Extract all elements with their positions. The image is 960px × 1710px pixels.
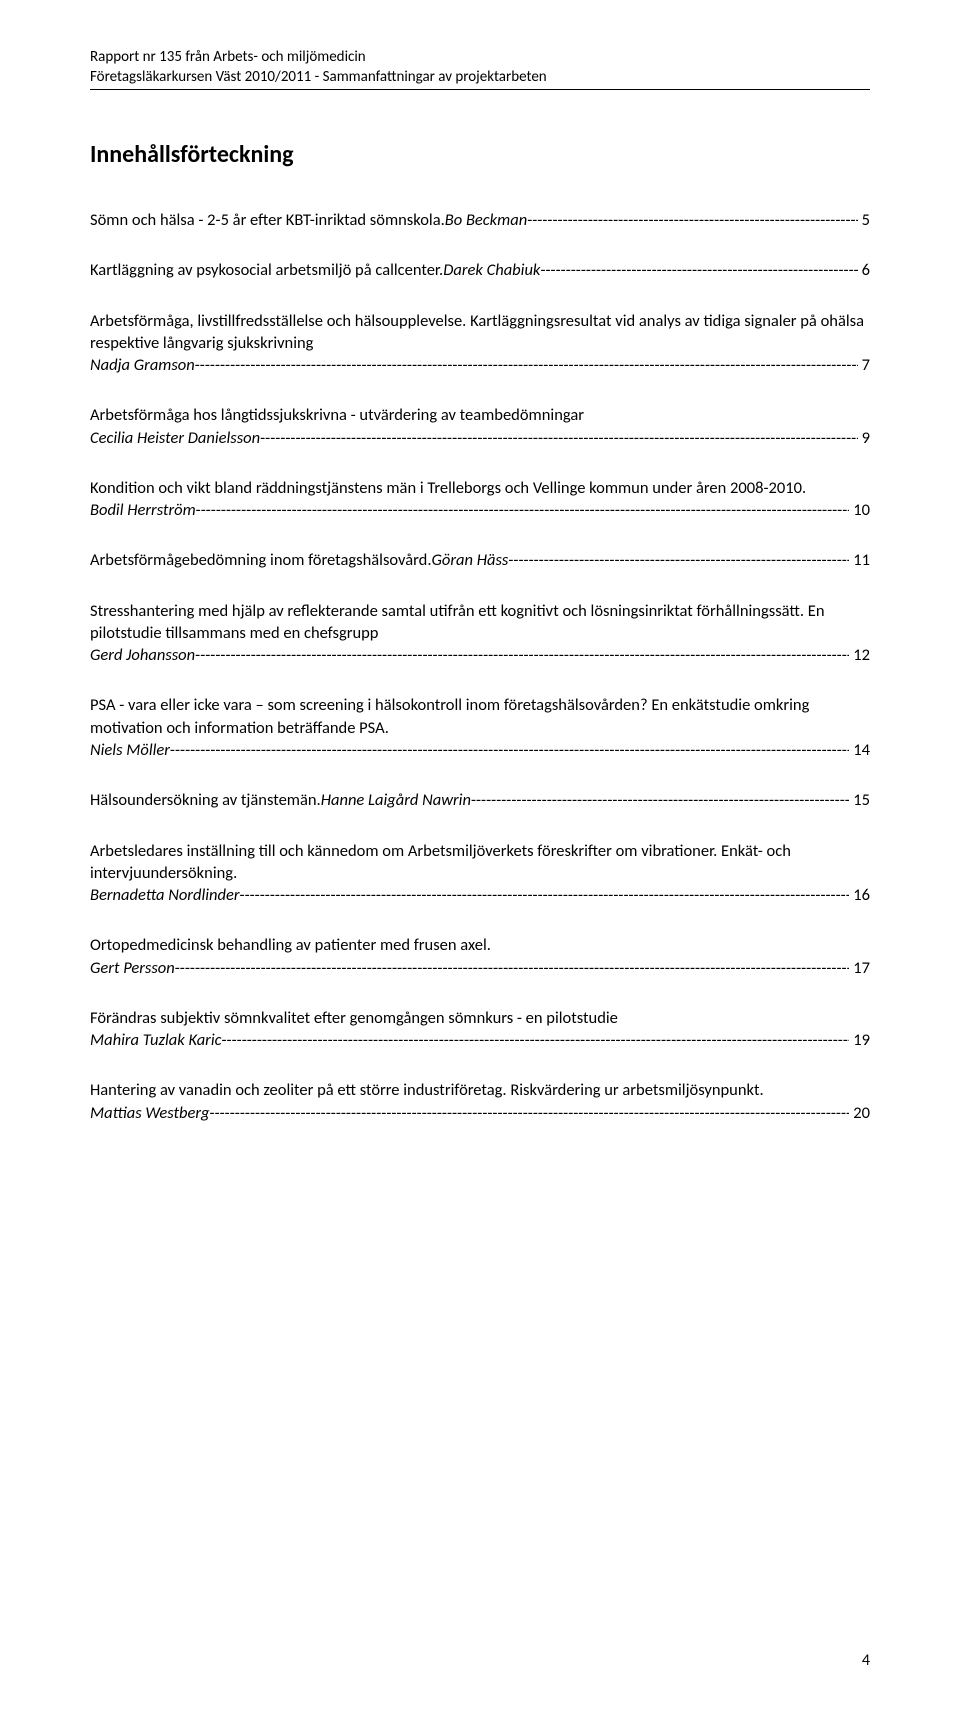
page-number: 4 [862, 1651, 870, 1670]
entry-page: 16 [849, 884, 870, 906]
entry-page: 17 [849, 957, 870, 979]
leader-dashes: ----------------------------------------… [210, 1102, 850, 1124]
entry-leader-row: Bernadetta Nordlinder ------------------… [90, 884, 870, 906]
entry-leader-row: Mattias Westberg -----------------------… [90, 1102, 870, 1124]
entry-page: 6 [858, 259, 870, 281]
leader-dashes: ----------------------------------------… [540, 259, 857, 281]
toc-entry: Kondition och vikt bland räddningstjänst… [90, 477, 870, 522]
entry-author: Hanne Laigård Nawrin [321, 789, 471, 811]
entry-title: Förändras subjektiv sömnkvalitet efter g… [90, 1007, 870, 1029]
entry-page: 9 [858, 427, 870, 449]
entry-title-inline: Arbetsförmågebedömning inom företagshäls… [90, 549, 432, 571]
entry-leader-row: Arbetsförmågebedömning inom företagshäls… [90, 549, 870, 571]
entry-leader-row: Kartläggning av psykosocial arbetsmiljö … [90, 259, 870, 281]
leader-dashes: ----------------------------------------… [508, 549, 849, 571]
leader-dashes: ----------------------------------------… [240, 884, 850, 906]
leader-dashes: ----------------------------------------… [170, 739, 849, 761]
entry-page: 10 [849, 499, 870, 521]
toc-entry: Förändras subjektiv sömnkvalitet efter g… [90, 1007, 870, 1052]
entry-author: Darek Chabiuk [443, 259, 540, 281]
toc-entry: Hälsoundersökning av tjänstemän. Hanne L… [90, 789, 870, 811]
entry-title-inline: Hälsoundersökning av tjänstemän. [90, 789, 321, 811]
toc-entry: Kartläggning av psykosocial arbetsmiljö … [90, 259, 870, 281]
entry-author: Bernadetta Nordlinder [90, 884, 240, 906]
entry-leader-row: Niels Möller ---------------------------… [90, 739, 870, 761]
entry-author: Nadja Gramson [90, 354, 195, 376]
entry-leader-row: Sömn och hälsa - 2-5 år efter KBT-inrikt… [90, 209, 870, 231]
toc-entry: Ortopedmedicinsk behandling av patienter… [90, 934, 870, 979]
toc-entry: Arbetsförmåga, livstillfredsställelse oc… [90, 310, 870, 377]
leader-dashes: ----------------------------------------… [195, 354, 858, 376]
entry-title-inline: Sömn och hälsa - 2-5 år efter KBT-inrikt… [90, 209, 445, 231]
entry-title: Arbetsförmåga hos långtidssjukskrivna - … [90, 404, 870, 426]
toc-entry: Stresshantering med hjälp av reflekteran… [90, 600, 870, 667]
toc-entry: PSA - vara eller icke vara – som screeni… [90, 694, 870, 761]
leader-dashes: ----------------------------------------… [260, 427, 858, 449]
entry-leader-row: Mahira Tuzlak Karic --------------------… [90, 1029, 870, 1051]
entry-author: Cecilia Heister Danielsson [90, 427, 260, 449]
entry-leader-row: Nadja Gramson --------------------------… [90, 354, 870, 376]
toc-entry: Arbetsförmåga hos långtidssjukskrivna - … [90, 404, 870, 449]
entry-title: Hantering av vanadin och zeoliter på ett… [90, 1079, 870, 1101]
entry-title: Arbetsförmåga, livstillfredsställelse oc… [90, 310, 870, 355]
entry-page: 5 [858, 209, 870, 231]
toc-entry: Hantering av vanadin och zeoliter på ett… [90, 1079, 870, 1124]
leader-dashes: ----------------------------------------… [175, 957, 850, 979]
leader-dashes: ----------------------------------------… [471, 789, 849, 811]
entry-author: Gerd Johansson [90, 644, 195, 666]
toc-entry: Arbetsförmågebedömning inom företagshäls… [90, 549, 870, 571]
entry-title: PSA - vara eller icke vara – som screeni… [90, 694, 870, 739]
entry-leader-row: Cecilia Heister Danielsson -------------… [90, 427, 870, 449]
leader-dashes: ----------------------------------------… [527, 209, 857, 231]
leader-dashes: ----------------------------------------… [195, 644, 849, 666]
leader-dashes: ----------------------------------------… [196, 499, 850, 521]
entry-leader-row: Hälsoundersökning av tjänstemän. Hanne L… [90, 789, 870, 811]
entry-author: Mattias Westberg [90, 1102, 210, 1124]
entry-title: Kondition och vikt bland räddningstjänst… [90, 477, 870, 499]
toc-entry: Sömn och hälsa - 2-5 år efter KBT-inrikt… [90, 209, 870, 231]
header-underline [90, 89, 870, 90]
entry-page: 20 [849, 1102, 870, 1124]
leader-dashes: ----------------------------------------… [221, 1029, 849, 1051]
entry-page: 7 [858, 354, 870, 376]
entry-author: Mahira Tuzlak Karic [90, 1029, 221, 1051]
entry-author: Niels Möller [90, 739, 170, 761]
entry-title: Ortopedmedicinsk behandling av patienter… [90, 934, 870, 956]
entry-page: 12 [849, 644, 870, 666]
entry-page: 14 [849, 739, 870, 761]
header-line-1: Rapport nr 135 från Arbets- och miljömed… [90, 48, 870, 68]
entry-title: Stresshantering med hjälp av reflekteran… [90, 600, 870, 645]
entry-author: Göran Häss [432, 549, 509, 571]
entry-page: 11 [849, 549, 870, 571]
toc-entry: Arbetsledares inställning till och känne… [90, 840, 870, 907]
toc-title: Innehållsförteckning [90, 140, 870, 169]
entry-leader-row: Bodil Herrström ------------------------… [90, 499, 870, 521]
entry-author: Bodil Herrström [90, 499, 196, 521]
entry-leader-row: Gert Persson ---------------------------… [90, 957, 870, 979]
toc-list: Sömn och hälsa - 2-5 år efter KBT-inrikt… [90, 209, 870, 1124]
entry-page: 19 [849, 1029, 870, 1051]
entry-title-inline: Kartläggning av psykosocial arbetsmiljö … [90, 259, 443, 281]
entry-author: Gert Persson [90, 957, 175, 979]
header-line-2: Företagsläkarkursen Väst 2010/2011 - Sam… [90, 68, 870, 88]
entry-leader-row: Gerd Johansson -------------------------… [90, 644, 870, 666]
entry-author: Bo Beckman [445, 209, 527, 231]
report-header: Rapport nr 135 från Arbets- och miljömed… [90, 48, 870, 87]
entry-page: 15 [849, 789, 870, 811]
entry-title: Arbetsledares inställning till och känne… [90, 840, 870, 885]
